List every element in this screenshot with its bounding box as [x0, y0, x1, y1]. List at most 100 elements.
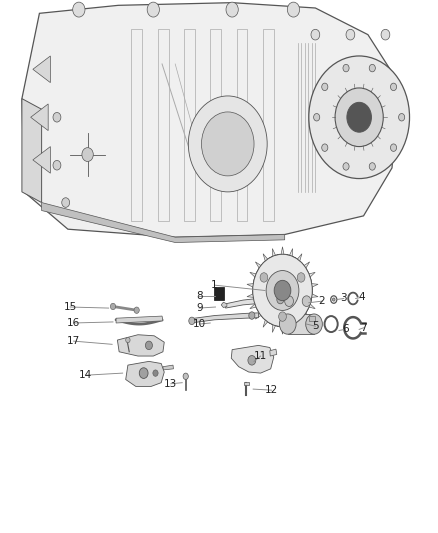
- Polygon shape: [287, 324, 295, 333]
- Polygon shape: [226, 297, 285, 308]
- Circle shape: [110, 303, 116, 310]
- Polygon shape: [270, 349, 277, 356]
- Circle shape: [189, 317, 195, 325]
- Polygon shape: [278, 247, 287, 255]
- Circle shape: [369, 163, 375, 170]
- Bar: [288, 314, 314, 334]
- Text: 3: 3: [340, 294, 347, 303]
- Polygon shape: [42, 203, 285, 243]
- Circle shape: [145, 341, 152, 350]
- Circle shape: [311, 29, 320, 40]
- Text: 8: 8: [196, 291, 203, 301]
- Circle shape: [53, 160, 61, 170]
- Bar: [244, 382, 249, 385]
- Text: 9: 9: [196, 303, 203, 313]
- Text: 10: 10: [193, 319, 206, 329]
- Polygon shape: [255, 262, 263, 271]
- Polygon shape: [302, 310, 310, 319]
- Circle shape: [369, 64, 375, 72]
- Text: 14: 14: [79, 370, 92, 380]
- Bar: [214, 287, 224, 300]
- Circle shape: [126, 337, 130, 343]
- Text: 5: 5: [312, 321, 319, 331]
- Circle shape: [390, 83, 396, 91]
- Polygon shape: [22, 99, 42, 203]
- Polygon shape: [311, 290, 318, 301]
- Circle shape: [134, 307, 139, 313]
- Text: 13: 13: [164, 379, 177, 389]
- Bar: [309, 316, 315, 321]
- Circle shape: [277, 295, 284, 304]
- Polygon shape: [31, 104, 48, 131]
- Polygon shape: [33, 56, 50, 83]
- Polygon shape: [278, 326, 287, 334]
- Text: 17: 17: [67, 336, 80, 346]
- Text: 4: 4: [358, 293, 365, 302]
- Polygon shape: [311, 280, 318, 290]
- Circle shape: [381, 29, 390, 40]
- Circle shape: [147, 2, 159, 17]
- Circle shape: [346, 29, 355, 40]
- Circle shape: [248, 356, 256, 365]
- Circle shape: [335, 88, 383, 147]
- Polygon shape: [250, 301, 258, 310]
- Polygon shape: [287, 248, 295, 257]
- Circle shape: [82, 148, 93, 161]
- Circle shape: [302, 296, 311, 306]
- Polygon shape: [250, 271, 258, 280]
- Text: 11: 11: [254, 351, 267, 361]
- Circle shape: [314, 114, 320, 121]
- Text: 12: 12: [265, 385, 278, 395]
- Circle shape: [306, 314, 322, 334]
- Polygon shape: [191, 313, 258, 323]
- Circle shape: [274, 280, 291, 301]
- Circle shape: [53, 112, 61, 122]
- Polygon shape: [117, 335, 164, 356]
- Polygon shape: [295, 254, 302, 263]
- Polygon shape: [163, 365, 173, 370]
- Polygon shape: [247, 280, 254, 290]
- Circle shape: [279, 314, 296, 334]
- Polygon shape: [126, 361, 164, 386]
- Circle shape: [332, 298, 335, 301]
- Text: 2: 2: [318, 296, 325, 306]
- Polygon shape: [22, 3, 399, 237]
- Circle shape: [343, 163, 349, 170]
- Circle shape: [279, 312, 286, 321]
- Circle shape: [73, 2, 85, 17]
- Circle shape: [399, 114, 405, 121]
- Circle shape: [188, 96, 267, 192]
- Text: 1: 1: [211, 280, 218, 290]
- Circle shape: [226, 2, 238, 17]
- Circle shape: [249, 312, 255, 319]
- Circle shape: [153, 370, 158, 376]
- Polygon shape: [307, 271, 315, 280]
- Polygon shape: [270, 324, 278, 333]
- Circle shape: [260, 273, 268, 282]
- Circle shape: [322, 83, 328, 91]
- Circle shape: [309, 56, 410, 179]
- Polygon shape: [33, 147, 50, 173]
- Circle shape: [62, 198, 70, 207]
- Circle shape: [322, 144, 328, 151]
- Text: 7: 7: [360, 323, 367, 333]
- Polygon shape: [116, 316, 163, 323]
- Circle shape: [297, 273, 305, 282]
- Polygon shape: [263, 254, 270, 263]
- Text: 6: 6: [342, 325, 349, 334]
- Circle shape: [347, 102, 371, 132]
- Polygon shape: [255, 310, 263, 319]
- Circle shape: [266, 271, 299, 310]
- Circle shape: [343, 64, 349, 72]
- Circle shape: [390, 144, 396, 151]
- Polygon shape: [307, 301, 315, 310]
- Bar: [289, 296, 307, 306]
- Polygon shape: [270, 248, 278, 257]
- Polygon shape: [302, 262, 310, 271]
- Text: 15: 15: [64, 302, 77, 312]
- Polygon shape: [247, 290, 254, 301]
- Polygon shape: [221, 302, 227, 308]
- Polygon shape: [231, 345, 274, 373]
- Circle shape: [253, 254, 312, 327]
- Polygon shape: [263, 318, 270, 327]
